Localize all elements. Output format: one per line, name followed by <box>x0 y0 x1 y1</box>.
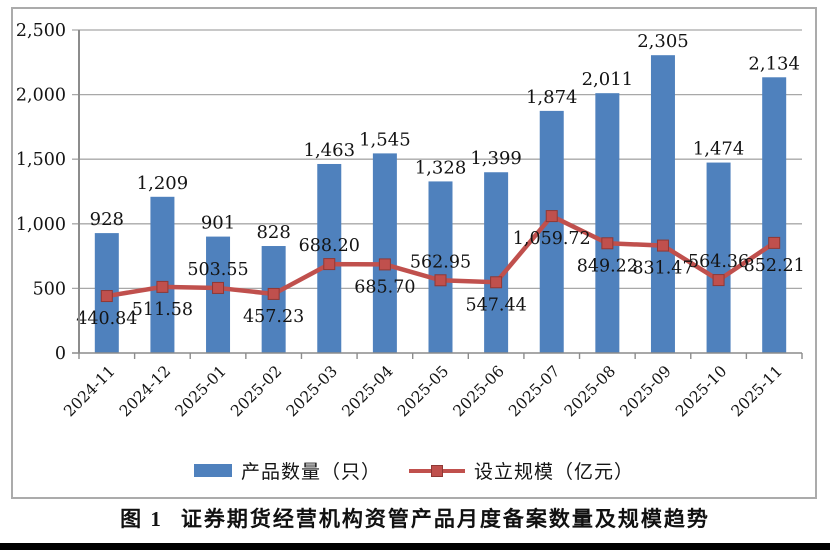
bar <box>484 172 509 353</box>
line-marker <box>601 237 614 250</box>
legend-item-setup-scale: 设立规模（亿元） <box>409 457 634 484</box>
line-marker <box>378 258 391 271</box>
line-marker <box>490 276 503 289</box>
svg-text:1,474: 1,474 <box>693 139 745 160</box>
svg-text:1,000: 1,000 <box>16 215 66 235</box>
svg-text:2025-03: 2025-03 <box>283 362 341 420</box>
svg-text:562.95: 562.95 <box>410 252 471 272</box>
line-swatch-marker <box>431 464 443 477</box>
svg-text:2,011: 2,011 <box>582 69 634 90</box>
svg-text:1,874: 1,874 <box>526 87 578 108</box>
bar-series-swatch-icon <box>193 464 232 477</box>
legend-label-product-count: 产品数量（只） <box>240 462 381 483</box>
chart-legend: 产品数量（只） 设立规模（亿元） <box>13 457 815 484</box>
x-axis-ticks <box>78 353 803 359</box>
svg-text:685.70: 685.70 <box>354 277 415 297</box>
svg-text:2025-05: 2025-05 <box>394 362 452 420</box>
line-marker <box>100 290 113 303</box>
svg-text:2,305: 2,305 <box>637 31 689 52</box>
line-marker <box>434 274 447 287</box>
legend-item-product-count: 产品数量（只） <box>193 457 381 484</box>
bar <box>428 181 453 353</box>
svg-text:440.84: 440.84 <box>76 309 137 329</box>
svg-text:2025-09: 2025-09 <box>617 362 675 420</box>
svg-text:1,209: 1,209 <box>137 173 189 194</box>
bar <box>539 110 564 353</box>
line-marker <box>156 280 169 293</box>
bar-series <box>94 55 787 353</box>
svg-text:828: 828 <box>256 222 290 243</box>
svg-text:1,059.72: 1,059.72 <box>513 229 591 249</box>
line-marker <box>656 239 669 252</box>
x-axis-tick-labels: 2024-112024-122025-012025-022025-032025-… <box>60 362 786 420</box>
line-marker <box>267 287 280 300</box>
chart-frame: 0 500 1,000 1,500 2,000 2,500 928 1,209 901 828 1,… <box>11 7 817 499</box>
svg-text:2025-10: 2025-10 <box>672 362 730 420</box>
bar <box>372 153 397 353</box>
svg-text:547.44: 547.44 <box>465 295 526 315</box>
figure-caption: 图 1 证券期货经营机构资管产品月度备案数量及规模趋势 <box>0 503 830 533</box>
svg-text:2025-11: 2025-11 <box>728 362 786 420</box>
line-marker <box>545 210 558 223</box>
line-marker <box>768 236 781 249</box>
svg-text:1,545: 1,545 <box>359 129 411 150</box>
svg-text:1,328: 1,328 <box>415 157 467 178</box>
svg-text:2025-02: 2025-02 <box>227 362 285 420</box>
svg-text:564.36: 564.36 <box>688 252 749 272</box>
line-marker <box>712 274 725 287</box>
line-series-swatch-icon <box>409 464 465 478</box>
svg-text:2025-04: 2025-04 <box>338 362 396 420</box>
svg-text:849.22: 849.22 <box>577 256 638 276</box>
svg-text:457.23: 457.23 <box>243 307 304 327</box>
svg-text:511.58: 511.58 <box>132 300 193 320</box>
svg-text:2025-06: 2025-06 <box>450 362 508 420</box>
svg-text:688.20: 688.20 <box>299 236 360 256</box>
svg-text:852.21: 852.21 <box>744 256 805 276</box>
bar <box>206 236 231 353</box>
bar <box>650 55 675 353</box>
svg-text:500: 500 <box>33 279 66 299</box>
svg-text:2025-08: 2025-08 <box>561 362 619 420</box>
svg-text:2025-01: 2025-01 <box>172 362 230 420</box>
svg-text:0: 0 <box>55 344 66 364</box>
svg-text:2024-11: 2024-11 <box>60 362 118 420</box>
figure-caption-label: 图 1 <box>120 507 163 531</box>
svg-text:928: 928 <box>90 209 124 230</box>
svg-text:2024-12: 2024-12 <box>116 362 174 420</box>
svg-text:2,000: 2,000 <box>16 86 66 106</box>
line-marker <box>323 258 336 271</box>
svg-text:1,399: 1,399 <box>470 148 522 169</box>
legend-label-setup-scale: 设立规模（亿元） <box>474 462 635 483</box>
svg-text:1,500: 1,500 <box>16 150 66 170</box>
svg-text:2,134: 2,134 <box>748 53 800 74</box>
y-axis-tick-labels: 0 500 1,000 1,500 2,000 2,500 <box>16 21 66 364</box>
svg-text:2025-07: 2025-07 <box>505 362 563 420</box>
line-marker <box>212 281 225 294</box>
svg-text:2,500: 2,500 <box>16 21 66 41</box>
gridlines <box>72 29 802 290</box>
figure-caption-title: 证券期货经营机构资管产品月度备案数量及规模趋势 <box>180 507 710 531</box>
svg-text:901: 901 <box>201 213 235 234</box>
bar <box>762 77 787 353</box>
svg-text:1,463: 1,463 <box>304 140 356 161</box>
svg-text:503.55: 503.55 <box>187 260 248 280</box>
bar <box>706 162 731 353</box>
svg-text:831.47: 831.47 <box>632 259 693 279</box>
line-markers <box>100 210 781 303</box>
bar <box>150 196 175 353</box>
combo-chart: 0 500 1,000 1,500 2,000 2,500 928 1,209 901 828 1,… <box>16 21 805 420</box>
page-edge-bar <box>0 543 830 550</box>
bar <box>595 93 620 353</box>
